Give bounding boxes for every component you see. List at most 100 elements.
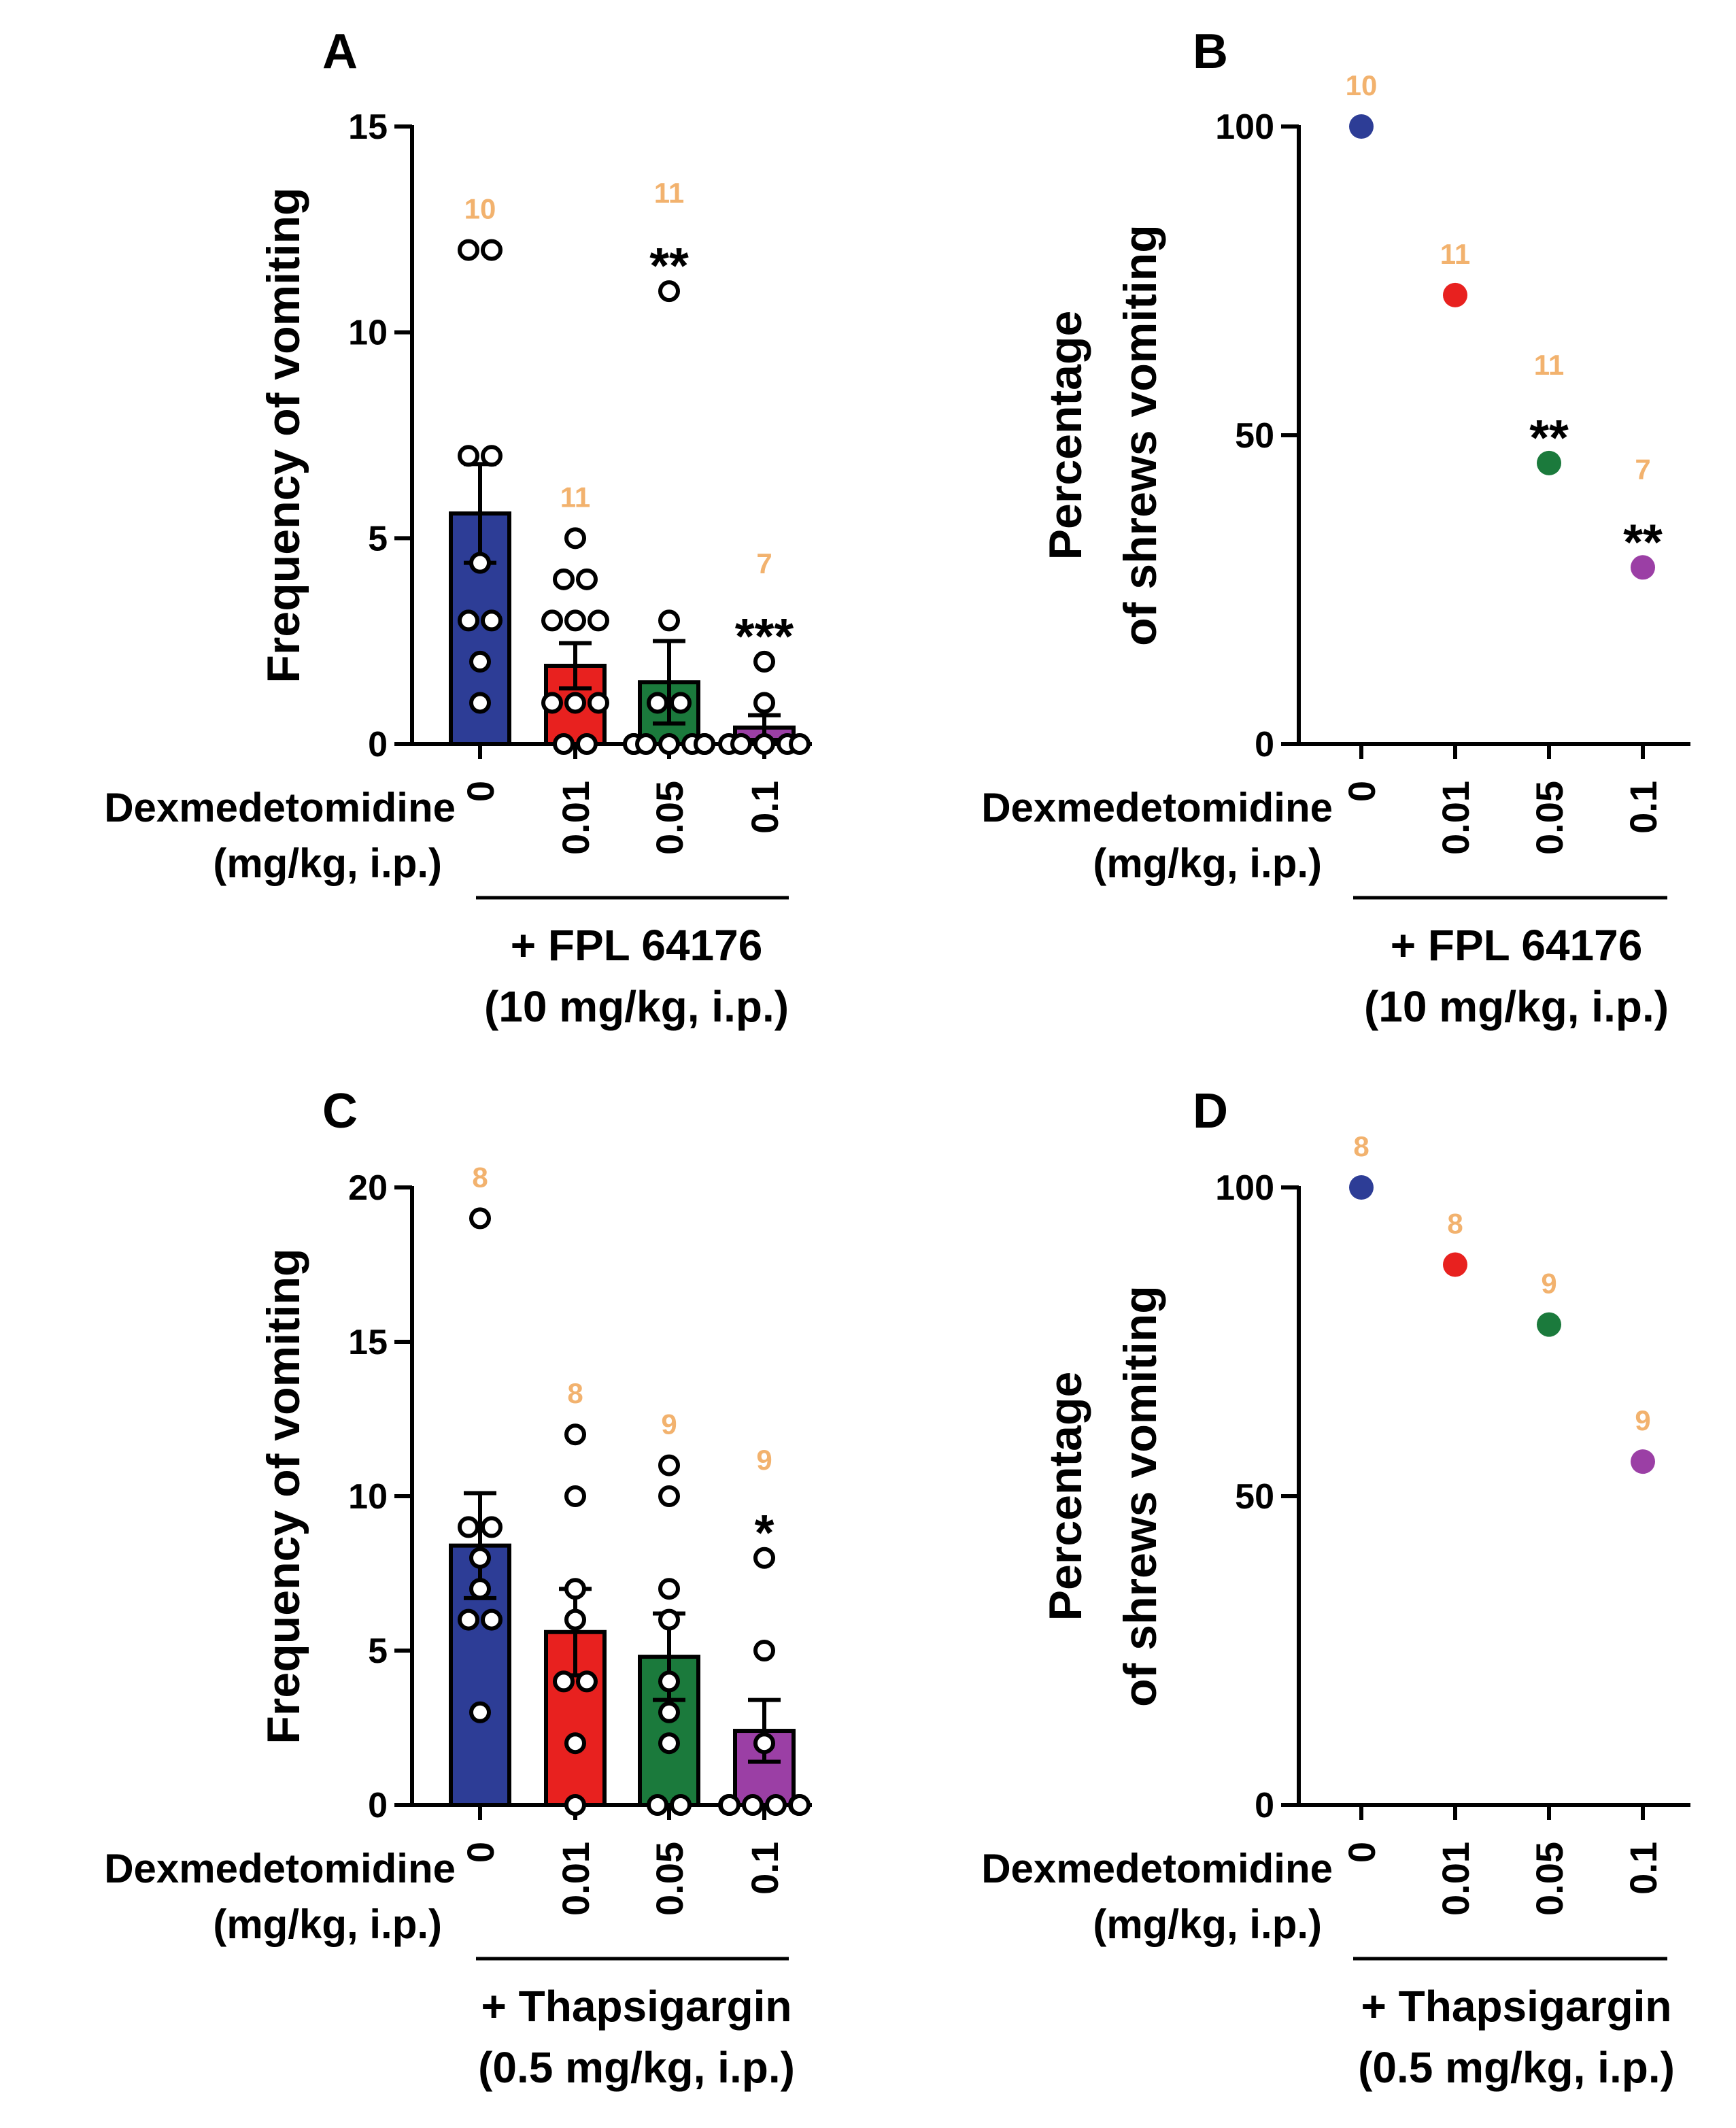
data-point [670,692,692,714]
data-point [481,609,503,632]
data-point [564,1608,586,1631]
data-point [753,733,775,755]
dose-label: 0.05 [648,781,691,855]
n-label: 9 [756,1444,772,1476]
data-point [541,609,563,632]
data-point [564,609,586,632]
n-label: 7 [756,547,772,579]
y-tick-label: 5 [368,1632,388,1671]
data-point [658,1701,680,1723]
data-point [564,527,586,550]
data-point [789,1794,811,1816]
treatment-dose-label: (0.5 mg/kg, i.p.) [1358,2043,1675,2092]
data-point [458,609,479,632]
data-point [753,1732,775,1755]
data-point [564,1485,586,1507]
data-point [576,733,598,755]
significance-marker: ** [1623,513,1663,570]
data-point [481,1516,503,1538]
data-point [481,445,503,467]
x-axis-unit-label: (mg/kg, i.p.) [1093,1902,1322,1947]
n-label: 11 [654,177,684,209]
dose-label: 0 [1340,781,1383,802]
n-label: 8 [1447,1208,1463,1240]
n-label: 8 [567,1377,583,1409]
y-axis-title-line-1: Percentage [1040,311,1091,560]
y-axis-title: Frequency of vomiting [258,187,309,683]
data-point [576,568,598,590]
dose-label: 0 [459,1842,502,1863]
data-point [564,1578,586,1600]
y-axis-title: Frequency of vomiting [258,1248,309,1744]
n-label: 7 [1635,453,1650,485]
y-tick-label: 10 [348,314,388,353]
data-point [458,239,479,261]
data-point [789,733,811,755]
data-point [588,609,609,632]
data-point [694,733,715,755]
x-axis-drug-label: Dexmedetomidine [981,1846,1333,1891]
x-axis-unit-label: (mg/kg, i.p.) [213,841,442,886]
treatment-label: + FPL 64176 [511,921,763,970]
data-point [647,1794,668,1816]
percentage-point [1631,555,1655,580]
dose-label: 0.1 [1622,781,1665,834]
data-point [564,1794,586,1816]
n-label: 9 [1635,1404,1650,1436]
x-axis-unit-label: (mg/kg, i.p.) [213,1902,442,1947]
data-point [588,692,609,714]
dose-label: 0.05 [648,1842,691,1916]
y-tick-label: 0 [1255,725,1274,764]
data-point [469,1701,491,1723]
y-tick-label: 15 [348,1323,388,1362]
n-label: 9 [661,1408,677,1440]
y-axis-title-line-2: of shrews vomiting [1114,224,1166,646]
panel-d: D 0 50 100 Percentage of shrews vomiting Dexme… [981,1084,1690,2092]
data-point [658,1578,680,1600]
data-point [647,692,668,714]
data-point [730,733,752,755]
treatment-dose-label: (0.5 mg/kg, i.p.) [478,2043,795,2092]
data-point [469,552,491,574]
data-point [469,1578,491,1600]
data-point [753,1547,775,1569]
data-point [658,609,680,632]
n-label: 11 [1534,349,1564,381]
significance-marker: * [755,1504,775,1561]
n-label: 11 [1440,238,1470,270]
data-point [719,1794,741,1816]
y-axis-title-line-1: Percentage [1040,1372,1091,1621]
data-point [458,1516,479,1538]
data-point [753,1640,775,1661]
data-point [564,1732,586,1755]
panel-letter: A [322,24,358,79]
x-axis-unit-label: (mg/kg, i.p.) [1093,841,1322,886]
data-point [469,1547,491,1569]
n-label: 9 [1541,1268,1556,1300]
panel-letter: C [322,1084,358,1138]
dose-label: 0.01 [554,781,597,855]
panel-letter: D [1193,1084,1228,1138]
data-point [670,1794,692,1816]
percentage-point [1443,282,1467,307]
x-axis-drug-label: Dexmedetomidine [104,1846,456,1891]
data-point [564,1423,586,1446]
n-label: 8 [1353,1130,1369,1162]
dose-label: 0 [459,781,502,802]
panel-c: C 0 5 10 15 20 Frequency of vomiting Dexmedetom… [104,1084,812,2092]
data-point [469,650,491,673]
dose-label: 0.05 [1528,1842,1571,1916]
data-point [765,1794,787,1816]
n-label: 10 [1346,69,1378,101]
dose-label: 0.01 [1434,1842,1477,1916]
panel-a: A 0 5 10 15 Frequency of vomiting Dexmedetomid… [104,24,812,1031]
significance-marker: *** [735,608,794,664]
data-point [553,733,575,755]
significance-marker: ** [1529,409,1569,466]
treatment-label: + Thapsigargin [481,1982,792,2031]
dose-label: 0.1 [743,781,786,834]
treatment-dose-label: (10 mg/kg, i.p.) [484,982,789,1031]
y-tick-label: 50 [1235,416,1274,456]
n-label: 10 [464,193,496,225]
